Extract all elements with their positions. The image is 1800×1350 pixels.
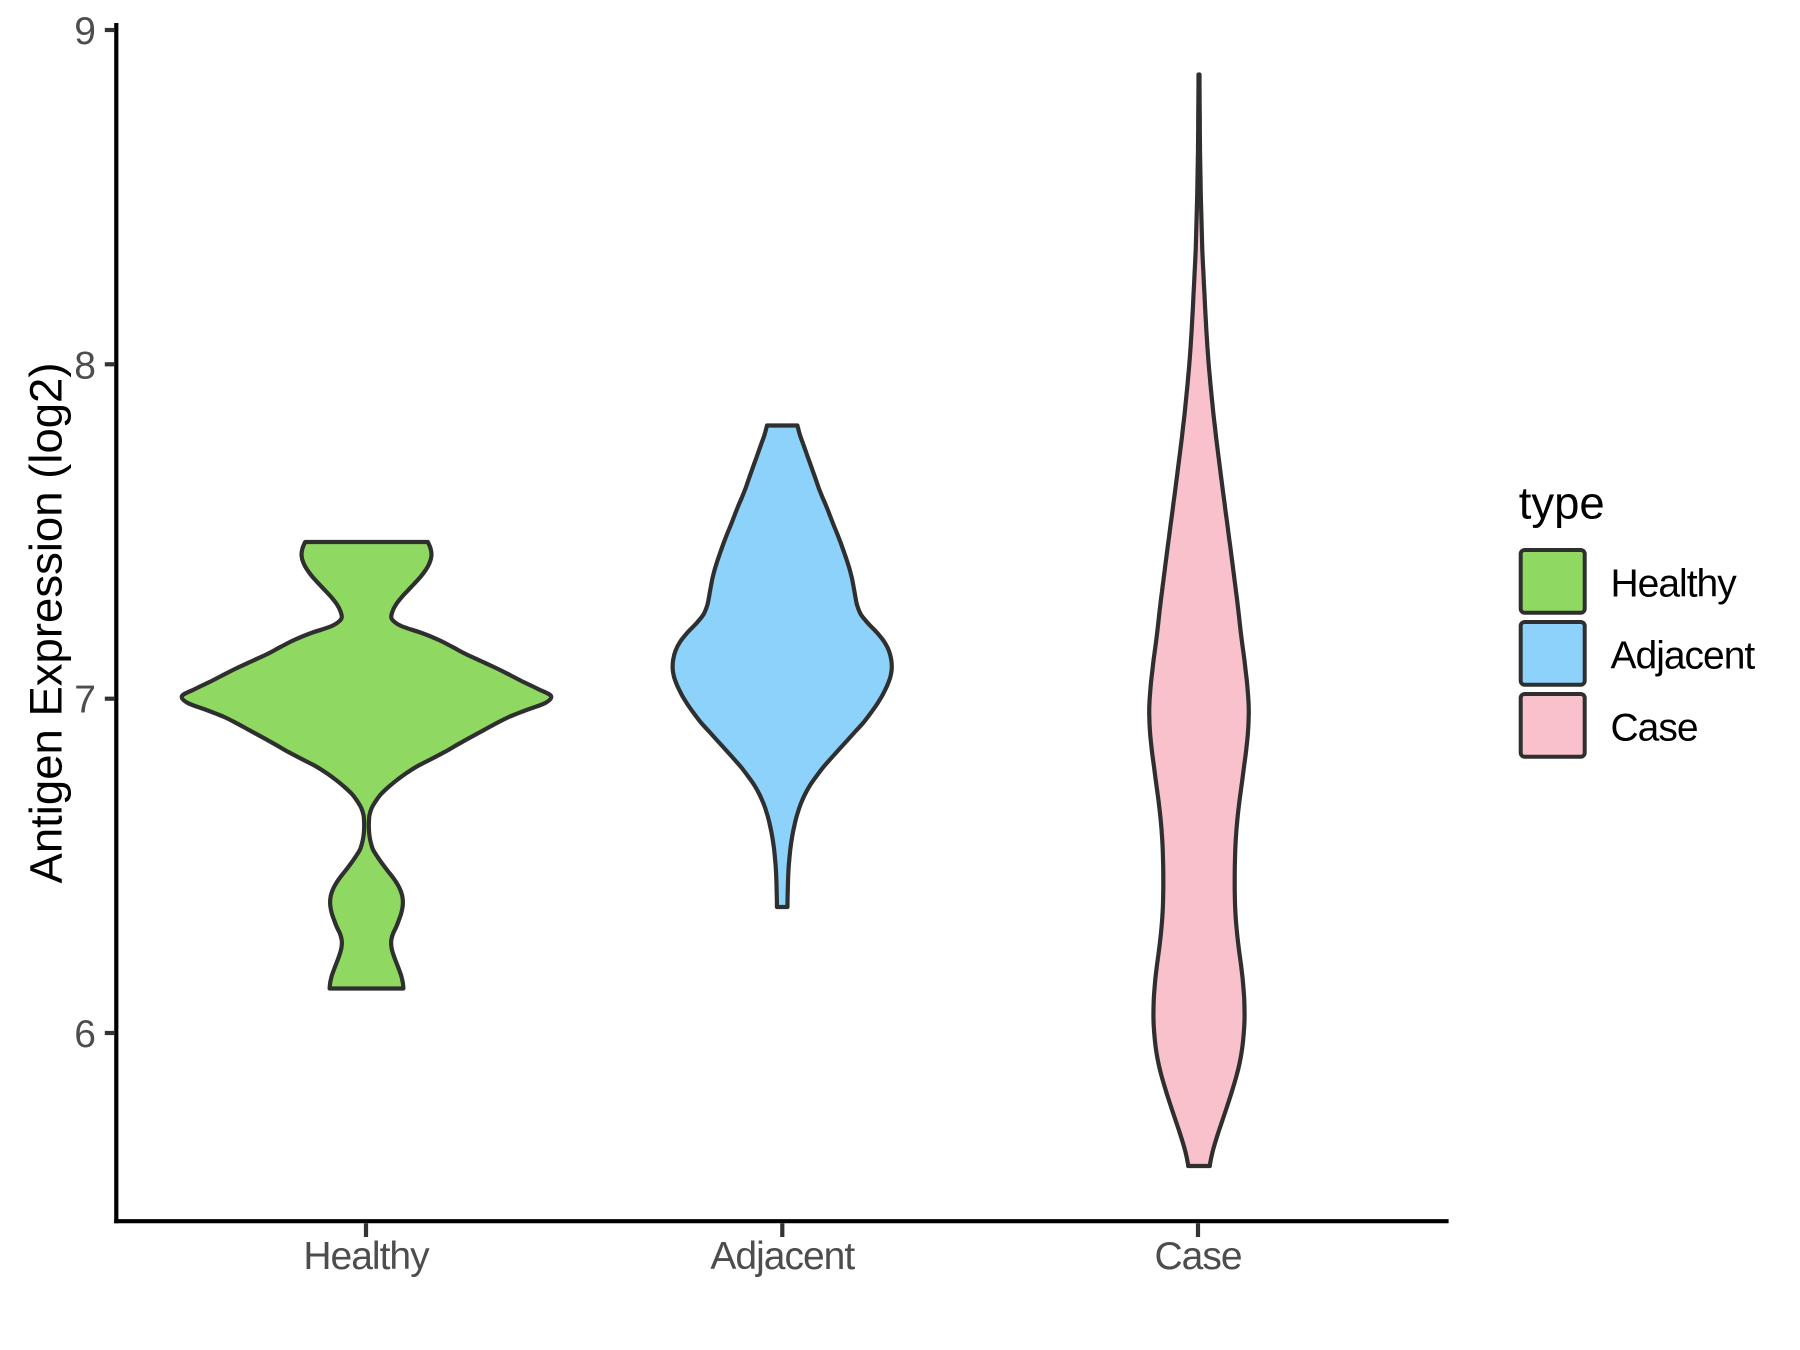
svg-text:Antigen Expression (log2): Antigen Expression (log2): [21, 362, 72, 883]
svg-text:Healthy: Healthy: [1611, 563, 1738, 606]
svg-text:type: type: [1519, 478, 1605, 529]
svg-text:6: 6: [74, 1013, 96, 1056]
svg-text:Adjacent: Adjacent: [1611, 635, 1756, 678]
svg-text:Case: Case: [1154, 1235, 1241, 1278]
svg-text:Adjacent: Adjacent: [710, 1235, 855, 1278]
svg-text:7: 7: [74, 679, 96, 722]
svg-text:9: 9: [74, 10, 96, 53]
svg-text:8: 8: [74, 344, 96, 387]
svg-text:Case: Case: [1611, 707, 1698, 750]
svg-text:Healthy: Healthy: [303, 1235, 430, 1278]
